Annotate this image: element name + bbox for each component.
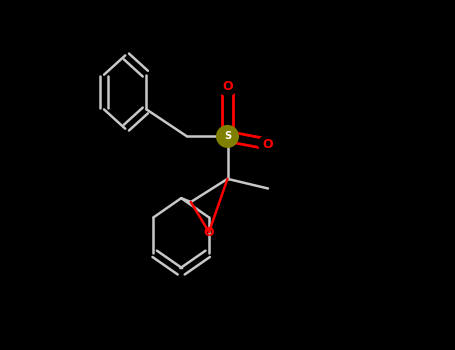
Text: S: S [224, 131, 231, 141]
Circle shape [259, 135, 277, 153]
Circle shape [217, 126, 238, 147]
Text: O: O [263, 138, 273, 150]
Text: O: O [204, 226, 214, 239]
Text: O: O [222, 80, 233, 93]
Circle shape [218, 77, 237, 96]
